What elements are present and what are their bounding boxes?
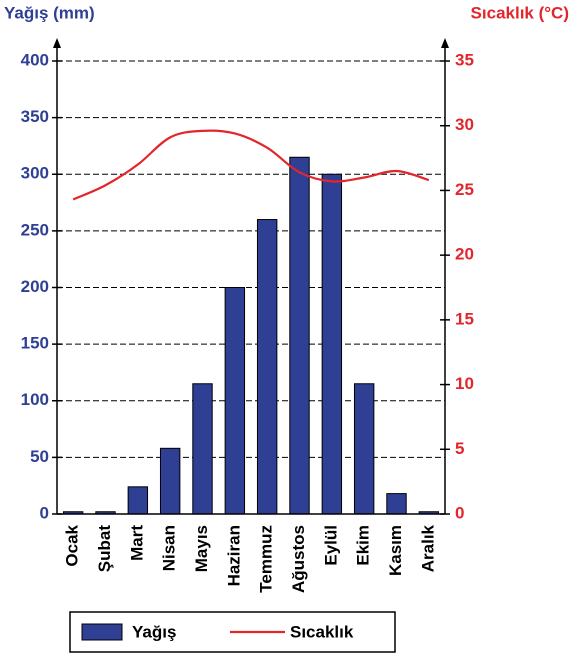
x-tick-label: Kasım	[386, 525, 405, 576]
y-tick-label: 150	[21, 334, 49, 353]
legend-swatch	[81, 623, 123, 641]
y2-tick-label: 5	[455, 439, 464, 458]
y-tick-label: 400	[21, 50, 49, 69]
temperature-line	[72, 129, 430, 201]
bar	[127, 486, 149, 515]
legend-label: Yağış	[132, 622, 176, 641]
bar	[224, 287, 246, 515]
x-tick-label: Nisan	[160, 525, 179, 571]
bar	[289, 156, 310, 515]
x-tick-label: Mart	[127, 525, 146, 561]
y-axis-title: Yağış (mm)	[4, 3, 95, 22]
x-tick-label: Ağustos	[289, 525, 308, 593]
y-tick-label: 250	[21, 220, 49, 239]
axis-arrow	[53, 38, 61, 48]
x-tick-label: Aralık	[418, 524, 437, 572]
y-tick-label: 0	[40, 503, 49, 522]
y-tick-label: 50	[30, 447, 49, 466]
y2-tick-label: 10	[455, 374, 474, 393]
x-tick-label: Mayıs	[192, 525, 211, 572]
y2-tick-label: 15	[455, 309, 474, 328]
y2-tick-label: 30	[455, 115, 474, 134]
bar	[192, 383, 213, 515]
x-tick-label: Şubat	[95, 525, 114, 573]
bar	[353, 383, 375, 515]
x-tick-label: Ocak	[63, 524, 82, 566]
y-tick-label: 350	[21, 107, 49, 126]
y2-axis-title: Sıcaklık (°C)	[471, 3, 569, 22]
y2-tick-label: 25	[455, 180, 474, 199]
axis-arrow	[441, 38, 449, 48]
x-tick-label: Ekim	[354, 525, 373, 566]
legend-label: Sıcaklık	[290, 622, 354, 641]
bar	[321, 173, 343, 515]
bar	[256, 219, 278, 515]
y-tick-label: 100	[21, 390, 49, 409]
bar	[386, 493, 407, 515]
x-tick-label: Temmuz	[257, 525, 276, 593]
y-tick-label: 200	[21, 277, 49, 296]
y2-tick-label: 20	[455, 245, 474, 264]
bar	[159, 447, 181, 515]
x-tick-label: Eylül	[321, 525, 340, 566]
y2-tick-label: 0	[455, 503, 464, 522]
x-tick-label: Haziran	[224, 525, 243, 586]
y2-tick-label: 35	[455, 50, 474, 69]
y-tick-label: 300	[21, 164, 49, 183]
